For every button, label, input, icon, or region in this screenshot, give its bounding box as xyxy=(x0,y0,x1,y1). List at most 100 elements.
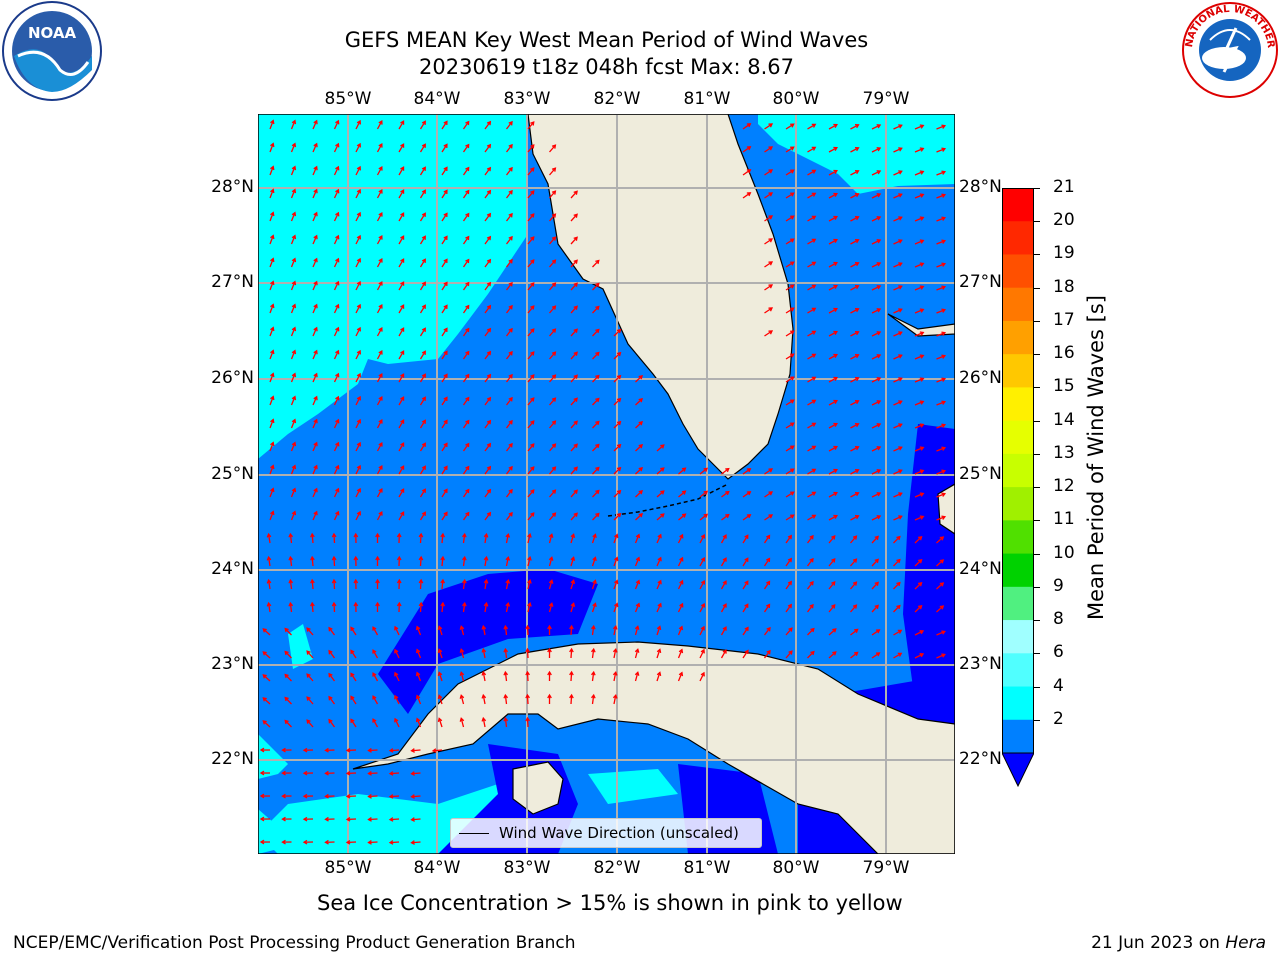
wind-arrow-head xyxy=(595,420,600,426)
wind-arrow-shaft xyxy=(720,626,727,636)
wind-arrow-head xyxy=(548,602,554,607)
wind-arrow-shaft xyxy=(328,650,336,659)
wind-arrow-shaft xyxy=(828,354,838,360)
wind-arrow-head xyxy=(313,211,318,217)
wind-arrow-shaft xyxy=(570,213,578,222)
wind-arrow-head xyxy=(919,630,925,635)
wind-arrow-head xyxy=(356,326,361,332)
wind-arrow-head xyxy=(335,303,340,309)
wind-arrow-shaft xyxy=(462,466,470,475)
wind-arrow-head xyxy=(310,601,315,607)
wind-arrow-shaft xyxy=(807,330,816,337)
wind-arrow-shaft xyxy=(312,281,318,291)
wind-arrow-head xyxy=(874,558,879,563)
wind-arrow-head xyxy=(852,535,858,540)
wind-arrow-shaft xyxy=(548,580,553,590)
wind-arrow-head xyxy=(262,628,267,633)
wind-arrow-head xyxy=(790,146,795,151)
wind-arrow-shaft xyxy=(441,533,444,544)
wind-arrow-shaft xyxy=(416,718,422,728)
wind-arrow-head xyxy=(270,349,275,355)
wind-arrow-shaft xyxy=(419,143,426,153)
wind-arrow-shaft xyxy=(635,513,643,521)
wind-arrow-shaft xyxy=(527,466,535,475)
wind-arrow-shaft xyxy=(677,603,684,613)
wind-arrow-head xyxy=(415,694,421,700)
wind-arrow-shaft xyxy=(699,672,705,682)
wind-arrow-head xyxy=(486,258,492,264)
wind-arrow-shaft xyxy=(914,170,924,176)
wind-arrow-shaft xyxy=(484,236,491,245)
wind-arrow-shaft xyxy=(312,304,318,314)
lon-label-bottom: 81°W xyxy=(683,858,731,878)
wind-arrow-head xyxy=(941,308,947,313)
wind-arrow-shaft xyxy=(613,398,621,406)
wind-arrow-head xyxy=(418,601,424,607)
wind-arrow-head xyxy=(443,304,448,309)
wind-arrow-shaft xyxy=(785,445,794,452)
wind-arrow-head xyxy=(790,284,795,289)
wind-arrow-shaft xyxy=(462,556,466,567)
wind-arrow-head xyxy=(421,166,426,171)
wind-arrow-shaft xyxy=(290,189,296,199)
wind-arrow-shaft xyxy=(720,580,727,590)
wind-arrow-shaft xyxy=(527,351,535,360)
wind-arrow-shaft xyxy=(699,467,708,475)
wind-arrow-head xyxy=(486,327,492,333)
wind-arrow-head xyxy=(854,399,860,405)
wind-arrow-head xyxy=(635,533,641,539)
wind-arrow-head xyxy=(503,693,509,699)
wind-arrow-head xyxy=(331,578,337,584)
wind-arrow-shaft xyxy=(527,512,535,521)
wind-arrow-head xyxy=(378,142,383,148)
wind-arrow-shaft xyxy=(333,189,339,199)
wind-arrow-shaft xyxy=(312,442,318,452)
wind-arrow-shaft xyxy=(936,630,946,636)
wind-arrow-head xyxy=(811,353,817,358)
wind-arrow-head xyxy=(291,464,297,470)
wind-arrow-shaft xyxy=(269,442,274,452)
wind-arrow-shaft xyxy=(635,467,643,475)
wind-arrow-head xyxy=(790,238,795,243)
wind-arrow-shaft xyxy=(914,354,924,360)
wind-arrow-head xyxy=(595,351,600,357)
wind-arrow-head xyxy=(259,770,265,776)
wind-arrow-shaft xyxy=(419,166,426,176)
wind-arrow-shaft xyxy=(613,375,621,383)
wind-arrow-shaft xyxy=(394,649,400,659)
wind-arrow-shaft xyxy=(284,628,292,636)
wind-arrow-head xyxy=(811,192,817,197)
wind-arrow-shaft xyxy=(355,235,361,245)
wind-arrow-head xyxy=(335,234,340,240)
wind-arrow-head xyxy=(725,513,730,519)
wind-arrow-head xyxy=(831,535,836,540)
wind-arrow-shaft xyxy=(570,648,573,659)
wind-arrow-head xyxy=(378,372,383,378)
noaa-logo-text: NOAA xyxy=(28,24,77,42)
wind-arrow-head xyxy=(616,466,622,472)
wind-arrow-head xyxy=(421,350,426,355)
wind-arrow-head xyxy=(638,421,644,426)
wind-arrow-shaft xyxy=(807,238,816,245)
wind-arrow-head xyxy=(919,377,925,382)
wind-arrow-head xyxy=(415,625,421,631)
wind-arrow-head xyxy=(831,604,836,609)
wind-arrow-shaft xyxy=(419,373,426,383)
wind-arrow-head xyxy=(638,467,644,472)
wind-arrow-head xyxy=(421,235,426,240)
wind-arrow-shaft xyxy=(527,167,535,176)
wind-arrow-head xyxy=(291,441,297,447)
wind-arrow-shaft xyxy=(505,443,513,452)
wind-arrow-head xyxy=(746,192,752,197)
wind-arrow-shaft xyxy=(290,212,296,222)
wind-arrow-shaft xyxy=(871,400,881,406)
wind-arrow-shaft xyxy=(355,419,361,429)
wind-arrow-head xyxy=(876,446,882,451)
wind-arrow-shaft xyxy=(850,558,857,567)
wind-arrow-shaft xyxy=(828,400,838,406)
wind-arrow-head xyxy=(443,281,448,286)
colorbar-tick-mark xyxy=(1034,686,1040,688)
wind-arrow-shaft xyxy=(482,718,486,728)
wind-arrow-shaft xyxy=(720,603,727,613)
wind-arrow-head xyxy=(876,239,882,244)
